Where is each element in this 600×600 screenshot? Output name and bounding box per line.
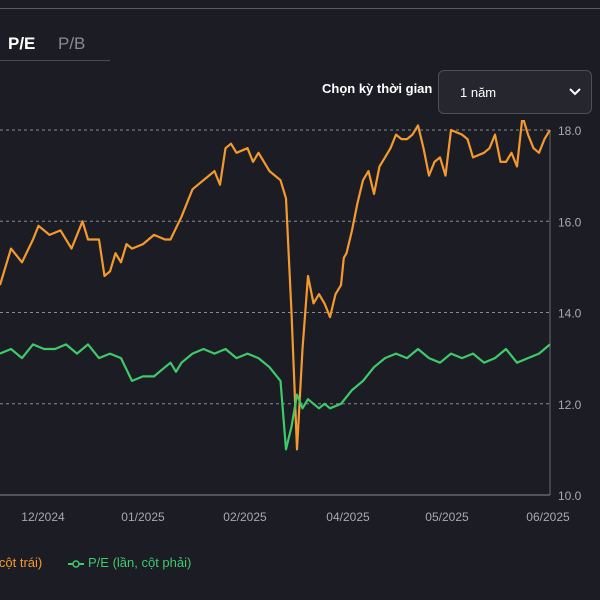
legend-orange-label: (lần, cột trái) [0,555,43,570]
x-tick-label: 06/2025 [526,510,570,524]
y-tick-label: 16.0 [558,215,582,229]
x-tick-label: 02/2025 [223,510,267,524]
period-select-value: 1 năm [460,85,497,100]
y-tick-label: 18.0 [558,124,582,138]
x-tick-label: 05/2025 [425,510,469,524]
y-tick-label: 14.0 [558,307,582,321]
x-tick-label: 04/2025 [326,510,370,524]
tab-pe[interactable]: P/E [8,34,36,53]
y-tick-label: 10.0 [558,489,582,503]
legend-line-marker-icon [68,559,84,568]
tab-pb[interactable]: P/B [58,34,86,53]
chart-series [0,120,551,451]
x-tick-label: 01/2025 [121,510,165,524]
chevron-down-icon [569,88,581,96]
series-line-orange [0,120,551,451]
right-axis-ticks: 18.0 16.0 14.0 12.0 10.0 [558,124,582,503]
period-select[interactable]: 1 năm [438,70,592,114]
period-label: Chọn kỳ thời gian [322,81,433,96]
y-tick-label: 12.0 [558,398,582,412]
chart-grid [0,129,551,496]
legend-orange-entry: (lần, cột trái) [0,555,42,570]
legend-green-label: P/E (lần, cột phải) [88,555,192,570]
x-tick-label: 12/2024 [21,510,65,524]
top-divider [0,0,600,9]
series-line-pe [0,343,551,451]
x-axis-ticks: 12/2024 01/2025 02/2025 04/2025 05/2025 06/20… [21,510,570,524]
pe-chart: 18.0 16.0 14.0 12.0 10.0 12/2024 01/2025 02/20… [0,120,582,524]
legend-green-entry: P/E (lần, cột phải) [68,555,191,570]
metric-tabs: P/E P/B [0,24,110,61]
